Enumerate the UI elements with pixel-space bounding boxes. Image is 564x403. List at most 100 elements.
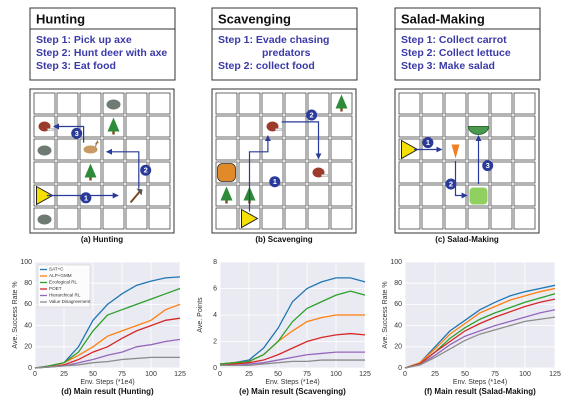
panel-caption: (c) Salad-Making	[435, 235, 499, 244]
y-tick-label: 0	[398, 365, 402, 372]
grid-cell	[491, 139, 512, 160]
grid-cell	[262, 208, 283, 229]
grid-cell	[149, 162, 170, 183]
y-tick-label: 20	[394, 344, 402, 351]
grid-cell	[57, 208, 78, 229]
grid-cell	[103, 208, 124, 229]
legend-label: SAT+C	[49, 267, 64, 272]
grid-cell	[239, 93, 260, 114]
grid-cell	[285, 162, 306, 183]
grid-cell	[285, 139, 306, 160]
legend-label: Value Disagreement	[49, 299, 91, 304]
task-step: Step 3: Eat food	[36, 60, 116, 72]
legend-label: Hierarchical RL	[49, 293, 81, 298]
x-tick-label: 75	[491, 371, 499, 378]
grid-cell	[491, 93, 512, 114]
step-number: 3	[486, 161, 490, 170]
grid-cell	[445, 208, 466, 229]
grid-cell	[149, 185, 170, 206]
x-tick-label: 125	[359, 371, 371, 378]
step-number: 1	[84, 193, 88, 202]
chart-title: (e) Main result (Scavenging)	[239, 387, 346, 396]
grid-cell	[422, 116, 443, 137]
y-axis-label: Ave. Success Rate %	[382, 281, 389, 348]
legend-label: POET	[49, 286, 62, 291]
grid-cell	[80, 93, 101, 114]
grid-cell	[468, 93, 489, 114]
y-tick-label: 4	[213, 312, 217, 319]
step-number: 1	[426, 138, 430, 147]
grid-cell	[514, 139, 535, 160]
grid-cell	[331, 185, 352, 206]
grid-cell	[149, 139, 170, 160]
grid-cell	[80, 208, 101, 229]
figure: HuntingStep 1: Pick up axeStep 2: Hunt d…	[0, 0, 564, 403]
grid-cell	[216, 116, 237, 137]
grid-cell	[216, 93, 237, 114]
grid-cell	[57, 93, 78, 114]
grid-cell	[331, 162, 352, 183]
grid-cell	[103, 162, 124, 183]
x-tick-label: 25	[60, 371, 68, 378]
grid-cell	[514, 116, 535, 137]
chart-title: (f) Main result (Salad-Making)	[424, 387, 536, 396]
rock	[38, 146, 52, 156]
y-tick-label: 40	[394, 322, 402, 329]
rock	[38, 215, 52, 225]
grid-cell	[514, 208, 535, 229]
grid-cell	[331, 208, 352, 229]
grid-cell	[126, 93, 147, 114]
grid-cell	[399, 116, 420, 137]
rock	[107, 100, 121, 110]
grid-cell	[468, 208, 489, 229]
y-tick-label: 40	[24, 322, 32, 329]
task-step: Step 1: Evade chasing	[218, 34, 329, 46]
y-tick-label: 0	[213, 365, 217, 372]
grid-cell	[399, 208, 420, 229]
x-tick-label: 125	[549, 371, 561, 378]
y-tick-label: 20	[24, 344, 32, 351]
grid-cell	[491, 116, 512, 137]
y-tick-label: 6	[213, 285, 217, 292]
task-step: Step 1: Collect carrot	[401, 34, 507, 46]
step-number: 2	[449, 179, 453, 188]
grid-cell	[491, 162, 512, 183]
grid-cell	[216, 139, 237, 160]
legend-label: ALP+GMM	[49, 273, 72, 278]
grid-cell	[149, 116, 170, 137]
y-tick-label: 60	[24, 301, 32, 308]
task-title: Scavenging	[218, 11, 291, 26]
y-tick-label: 100	[20, 259, 32, 266]
grid-cell	[34, 93, 55, 114]
y-tick-label: 8	[213, 259, 217, 266]
grid-cell	[149, 208, 170, 229]
y-tick-label: 2	[213, 338, 217, 345]
grid-cell	[514, 162, 535, 183]
x-tick-label: 50	[274, 371, 282, 378]
grid-cell	[514, 93, 535, 114]
bone	[48, 129, 54, 131]
grid-cell	[262, 93, 283, 114]
y-tick-label: 80	[394, 280, 402, 287]
y-tick-label: 100	[390, 259, 402, 266]
step-number: 3	[75, 129, 79, 138]
task-step: Step 3: Make salad	[401, 60, 495, 72]
x-axis-label: Env. Steps (*1e4)	[265, 379, 319, 386]
grid-cell	[422, 185, 443, 206]
x-tick-label: 0	[403, 371, 407, 378]
x-tick-label: 0	[33, 371, 37, 378]
x-tick-label: 75	[303, 371, 311, 378]
grid-cell	[126, 208, 147, 229]
y-axis-label: Ave. Points	[197, 297, 204, 333]
grid-cell	[126, 116, 147, 137]
task-step: Step 1: Pick up axe	[36, 34, 132, 46]
grid-cell	[445, 93, 466, 114]
grid-cell	[149, 93, 170, 114]
grid-cell	[331, 116, 352, 137]
step-number: 1	[273, 177, 277, 186]
task-title: Salad-Making	[401, 11, 485, 26]
x-tick-label: 100	[145, 371, 157, 378]
task-step: Step 2: collect food	[218, 60, 315, 72]
